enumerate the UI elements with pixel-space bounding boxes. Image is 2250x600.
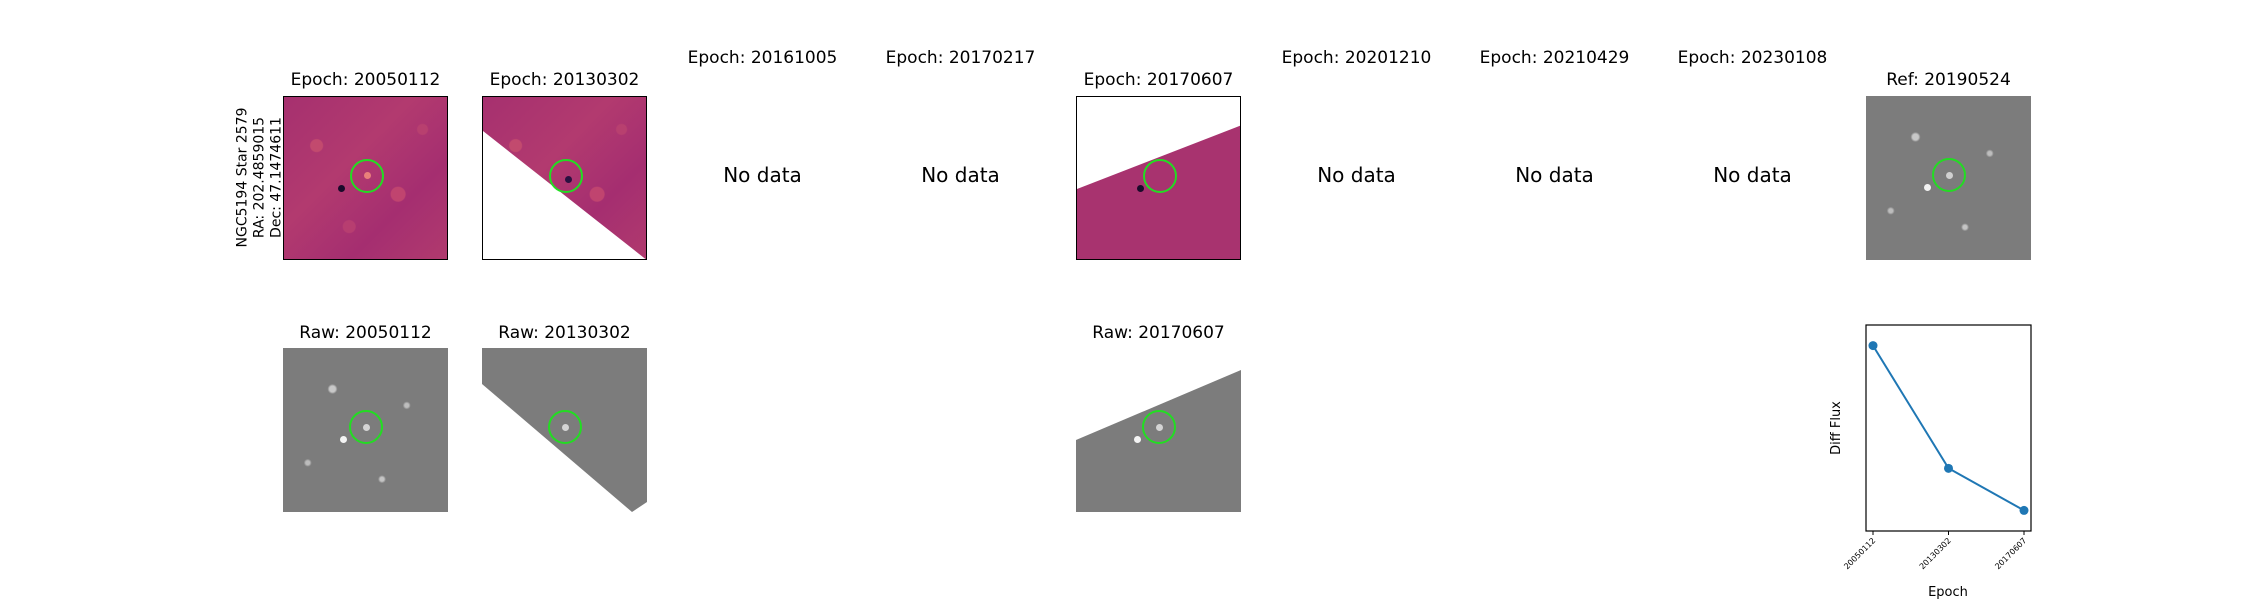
raw-title-1: Raw: 20050112 <box>299 323 432 343</box>
target-circle <box>350 159 384 193</box>
x-tick-label: 20170607 <box>1993 536 2028 571</box>
epoch-title-5: Epoch: 20170607 <box>1083 70 1234 90</box>
target-circle <box>1143 159 1177 193</box>
target-circle <box>1932 158 1966 192</box>
bright-source <box>1134 436 1141 443</box>
epoch-title-4: Epoch: 20170217 <box>885 48 1036 68</box>
data-point <box>1944 463 1953 473</box>
no-data-20201210: No data <box>1317 163 1396 187</box>
ref-title: Ref: 20190524 <box>1886 70 2011 90</box>
bright-source <box>338 185 345 192</box>
epoch-title-2: Epoch: 20130302 <box>489 70 640 90</box>
no-data-20230108: No data <box>1713 163 1792 187</box>
raw-title-2: Raw: 20130302 <box>498 323 631 343</box>
diff-image-20130302 <box>482 96 647 260</box>
bright-source <box>1137 185 1144 192</box>
x-tick-label: 20050112 <box>1842 536 1877 571</box>
epoch-title-7: Epoch: 20210429 <box>1479 48 1630 68</box>
no-data-20161005: No data <box>723 163 802 187</box>
epoch-title-6: Epoch: 20201210 <box>1281 48 1432 68</box>
diff-image-20170607 <box>1076 96 1241 260</box>
raw-title-3: Raw: 20170607 <box>1092 323 1225 343</box>
data-point <box>2019 505 2029 515</box>
star-ra: RA: 202.4859015 <box>251 116 268 239</box>
x-tick-label: 20130302 <box>1918 536 1953 571</box>
target-circle <box>1142 410 1176 444</box>
epoch-title-1: Epoch: 20050112 <box>290 70 441 90</box>
diff-image-20050112 <box>283 96 448 260</box>
diff-flux-light-curve: 20050112 20130302 20170607 Diff Flux Epoch <box>1829 324 2032 600</box>
star-name: NGC5194 Star 2579 <box>234 107 251 248</box>
plot-frame <box>1865 324 2032 532</box>
epoch-title-3: Epoch: 20161005 <box>687 48 838 68</box>
raw-image-20170607 <box>1076 348 1241 512</box>
y-axis-label: Diff Flux <box>1829 401 1844 455</box>
bright-source <box>1924 184 1931 191</box>
target-circle <box>549 159 583 193</box>
target-circle <box>349 410 383 444</box>
ref-image-20190524 <box>1866 96 2031 260</box>
x-axis-label: Epoch <box>1928 585 1968 600</box>
target-circle <box>548 410 582 444</box>
raw-image-20130302 <box>482 348 647 512</box>
bright-source <box>340 436 347 443</box>
epoch-title-8: Epoch: 20230108 <box>1677 48 1828 68</box>
no-data-20210429: No data <box>1515 163 1594 187</box>
no-data-20170217: No data <box>921 163 1000 187</box>
star-info-label: NGC5194 Star 2579 RA: 202.4859015 Dec: 4… <box>235 103 286 253</box>
no-coverage-mask <box>483 131 646 259</box>
data-point <box>1868 341 1878 351</box>
raw-image-20050112 <box>283 348 448 512</box>
